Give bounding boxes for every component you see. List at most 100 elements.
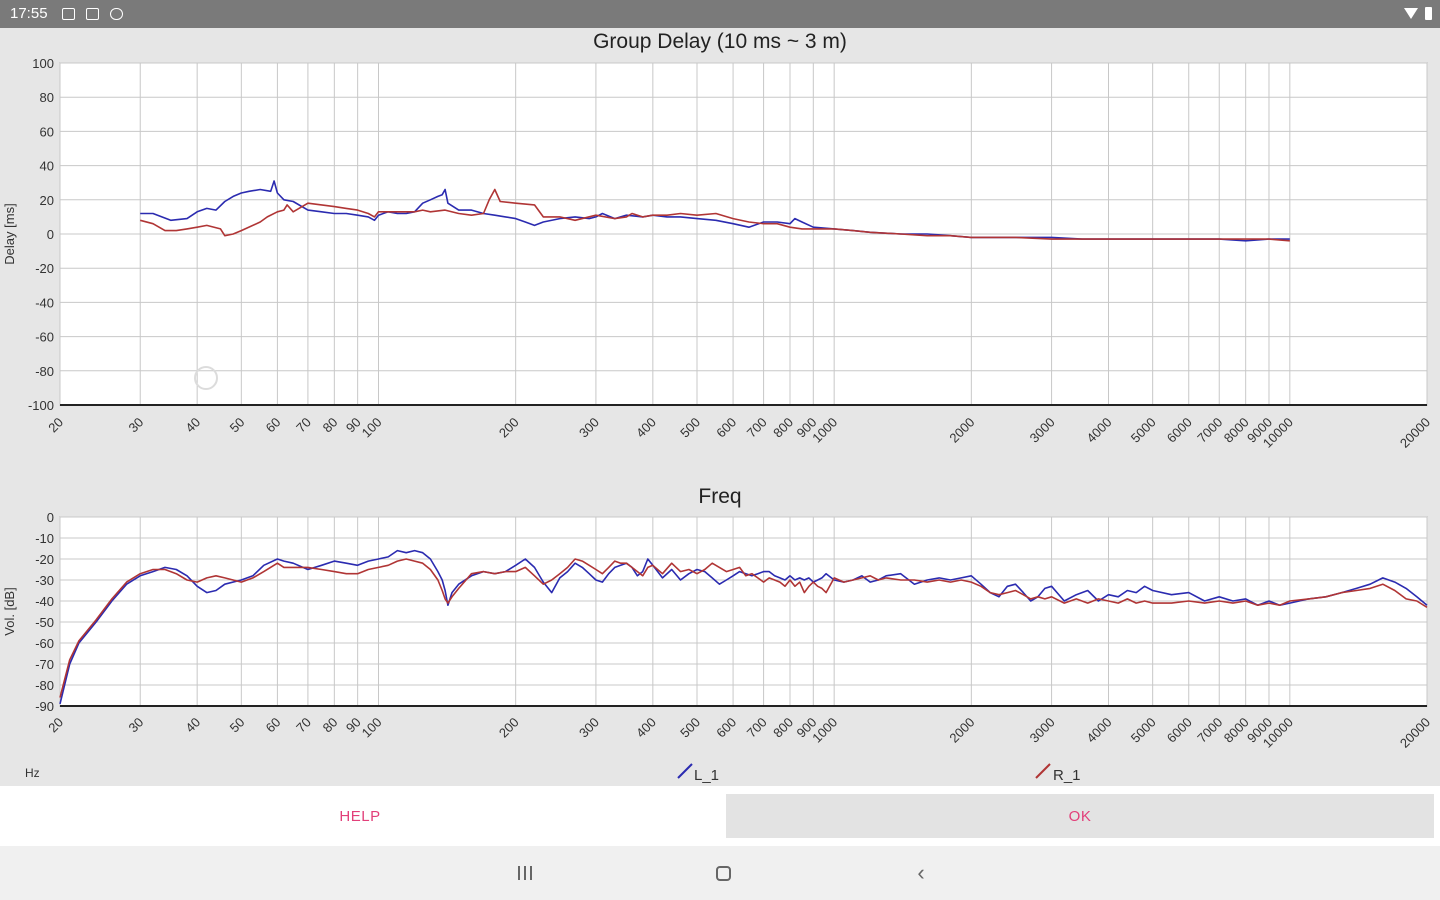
x-tick-label: 70: [293, 715, 314, 736]
group-delay-grid: [59, 62, 1428, 406]
back-button[interactable]: ‹: [906, 860, 936, 886]
x-tick-label: 800: [770, 415, 796, 441]
group-delay-title: Group Delay (10 ms ~ 3 m): [593, 30, 847, 53]
legend-label-r1: R_1: [1053, 767, 1081, 784]
x-unit-label: Hz: [25, 766, 40, 780]
back-icon: ‹: [917, 860, 925, 885]
y-tick-label: -60: [35, 330, 54, 345]
x-tick-label: 700: [744, 715, 770, 741]
x-tick-label: 4000: [1084, 715, 1115, 746]
legend-swatch-l1: [677, 763, 693, 779]
freq-title: Freq: [698, 485, 741, 508]
x-tick-label: 30: [126, 415, 147, 436]
x-tick-label: 7000: [1194, 715, 1225, 746]
x-tick-label: 300: [576, 415, 602, 441]
home-icon: [715, 865, 731, 881]
y-tick-label: -40: [35, 295, 54, 310]
x-tick-label: 1000: [809, 415, 840, 446]
x-tick-label: 600: [713, 715, 739, 741]
touch-indicator: [194, 366, 218, 390]
x-tick-label: 2000: [946, 415, 977, 446]
x-tick-label: 400: [633, 415, 659, 441]
group-delay-y-label: Delay [ms]: [2, 203, 17, 264]
x-tick-label: 20000: [1397, 415, 1433, 451]
legend-item-r1[interactable]: R_1: [1035, 763, 1081, 784]
y-tick-label: 20: [40, 193, 54, 208]
y-tick-label: -100: [28, 398, 54, 413]
y-tick-label: -20: [35, 261, 54, 276]
x-tick-label: 200: [496, 415, 522, 441]
freq-y-label: Vol. [dB]: [2, 587, 17, 635]
x-tick-label: 400: [633, 715, 659, 741]
x-tick-label: 60: [263, 715, 284, 736]
x-tick-label: 2000: [946, 715, 977, 746]
y-tick-label: -80: [35, 678, 54, 693]
x-tick-label: 1000: [809, 715, 840, 746]
x-tick-label: 60: [263, 415, 284, 436]
y-tick-label: -70: [35, 657, 54, 672]
legend-swatch-r1: [1035, 763, 1051, 779]
y-tick-label: -10: [35, 531, 54, 546]
freq-series: [59, 549, 1428, 705]
x-tick-label: 600: [713, 415, 739, 441]
y-tick-label: 0: [47, 227, 54, 242]
freq-y-ticks: 0 -10 -20 -30 -40 -50 -60 -70 -80 -90: [35, 510, 54, 714]
group-delay-y-ticks: 100 80 60 40 20 0 -20 -40 -60 -80 -100: [28, 56, 54, 413]
freq-grid: [59, 516, 1428, 707]
y-tick-label: 40: [40, 159, 54, 174]
recents-button[interactable]: [510, 860, 540, 886]
sync-notification-icon: [110, 8, 123, 20]
status-time: 17:55: [10, 5, 48, 22]
x-tick-label: 700: [744, 415, 770, 441]
legend-label-l1: L_1: [694, 767, 719, 784]
x-tick-label: 8000: [1221, 715, 1252, 746]
y-tick-label: -60: [35, 636, 54, 651]
battery-icon: [1425, 7, 1432, 20]
charts-canvas: Group Delay (10 ms ~ 3 m) 100806040200-2…: [2, 30, 1433, 784]
legend-item-l1[interactable]: L_1: [677, 763, 719, 784]
x-tick-label: 6000: [1164, 415, 1195, 446]
x-tick-label: 40: [182, 415, 203, 436]
x-tick-label: 3000: [1027, 715, 1058, 746]
y-tick-label: -40: [35, 594, 54, 609]
x-tick-label: 300: [576, 715, 602, 741]
x-tick-label: 4000: [1084, 415, 1115, 446]
y-tick-label: 80: [40, 90, 54, 105]
x-tick-label: 100: [359, 715, 385, 741]
home-button[interactable]: [708, 860, 738, 886]
x-tick-label: 6000: [1164, 715, 1195, 746]
x-tick-label: 200: [496, 715, 522, 741]
wifi-icon: [1404, 8, 1418, 19]
y-tick-label: -20: [35, 552, 54, 567]
y-tick-label: 0: [47, 510, 54, 525]
gallery-notification-icon: [62, 8, 75, 20]
recents-icon: [518, 866, 520, 880]
x-tick-label: 80: [320, 415, 341, 436]
x-tick-label: 40: [182, 715, 203, 736]
ok-button[interactable]: OK: [726, 794, 1434, 838]
x-tick-label: 30: [126, 715, 147, 736]
status-bar: 17:55: [0, 0, 1440, 28]
y-tick-label: -30: [35, 573, 54, 588]
dialog-button-bar: HELP OK: [0, 786, 1440, 846]
navigation-bar: ‹: [0, 846, 1440, 900]
y-tick-label: 100: [32, 56, 54, 71]
x-tick-label: 70: [293, 415, 314, 436]
x-tick-label: 3000: [1027, 415, 1058, 446]
x-tick-label: 800: [770, 715, 796, 741]
series-line-r1: [59, 558, 1428, 698]
y-tick-label: -50: [35, 615, 54, 630]
x-tick-label: 5000: [1128, 415, 1159, 446]
help-button[interactable]: HELP: [0, 786, 720, 846]
plot-area: [59, 516, 1428, 707]
y-tick-label: -80: [35, 364, 54, 379]
series-line-l1: [59, 549, 1428, 705]
x-tick-label: 50: [227, 715, 248, 736]
x-tick-label: 20000: [1397, 715, 1433, 751]
group-delay-series: [139, 180, 1290, 242]
x-tick-label: 80: [320, 715, 341, 736]
series-line-r1: [139, 188, 1290, 242]
x-tick-label: 50: [227, 415, 248, 436]
